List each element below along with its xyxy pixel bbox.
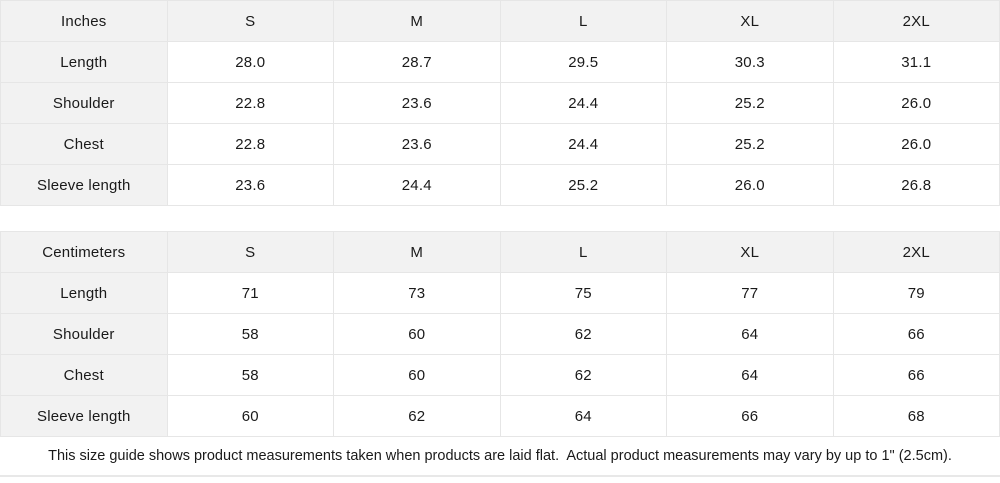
size-guide-note: This size guide shows product measuremen…: [0, 437, 1000, 477]
cell-sleeve-l: 25.2: [499, 164, 667, 206]
row-label-shoulder: Shoulder: [0, 313, 168, 355]
cell-sleeve-l: 64: [499, 395, 667, 437]
cell-length-s: 71: [166, 272, 334, 314]
column-header-l: L: [499, 231, 667, 273]
column-header-s: S: [166, 0, 334, 42]
table-spacer: [0, 206, 1000, 231]
cell-chest-l: 62: [499, 354, 667, 396]
cell-chest-xl: 64: [666, 354, 834, 396]
cell-shoulder-xl: 64: [666, 313, 834, 355]
cell-shoulder-xl: 25.2: [666, 82, 834, 124]
cell-chest-m: 60: [333, 354, 501, 396]
cell-chest-m: 23.6: [333, 123, 501, 165]
table-row-shoulder: Shoulder 58 60 62 64 66: [0, 313, 1000, 355]
column-header-m: M: [333, 0, 501, 42]
size-table-inches: Inches S M L XL 2XL Length 28.0 28.7 29.…: [0, 0, 1000, 206]
cell-sleeve-m: 24.4: [333, 164, 501, 206]
centimeters-header-row: Centimeters S M L XL 2XL: [0, 231, 1000, 273]
cell-length-2xl: 79: [832, 272, 1000, 314]
row-label-shoulder: Shoulder: [0, 82, 168, 124]
cell-sleeve-s: 23.6: [166, 164, 334, 206]
cell-length-s: 28.0: [166, 41, 334, 83]
column-header-l: L: [499, 0, 667, 42]
cell-sleeve-2xl: 26.8: [832, 164, 1000, 206]
cell-chest-xl: 25.2: [666, 123, 834, 165]
column-header-xl: XL: [666, 0, 834, 42]
cell-chest-l: 24.4: [499, 123, 667, 165]
table-row-shoulder: Shoulder 22.8 23.6 24.4 25.2 26.0: [0, 82, 1000, 124]
column-header-m: M: [333, 231, 501, 273]
table-row-sleeve-length: Sleeve length 23.6 24.4 25.2 26.0 26.8: [0, 164, 1000, 206]
table-row-chest: Chest 58 60 62 64 66: [0, 354, 1000, 396]
table-row-length: Length 28.0 28.7 29.5 30.3 31.1: [0, 41, 1000, 83]
cell-chest-2xl: 26.0: [832, 123, 1000, 165]
cell-sleeve-xl: 26.0: [666, 164, 834, 206]
row-label-sleeve-length: Sleeve length: [0, 395, 168, 437]
cell-shoulder-l: 24.4: [499, 82, 667, 124]
cell-shoulder-l: 62: [499, 313, 667, 355]
column-header-s: S: [166, 231, 334, 273]
cell-length-m: 28.7: [333, 41, 501, 83]
inches-header-row: Inches S M L XL 2XL: [0, 0, 1000, 42]
row-label-chest: Chest: [0, 354, 168, 396]
cell-shoulder-s: 22.8: [166, 82, 334, 124]
column-header-2xl: 2XL: [832, 231, 1000, 273]
unit-header-centimeters: Centimeters: [0, 231, 168, 273]
cell-sleeve-2xl: 68: [832, 395, 1000, 437]
column-header-xl: XL: [666, 231, 834, 273]
cell-chest-s: 22.8: [166, 123, 334, 165]
cell-shoulder-2xl: 26.0: [832, 82, 1000, 124]
cell-length-xl: 30.3: [666, 41, 834, 83]
cell-chest-2xl: 66: [832, 354, 1000, 396]
table-row-length: Length 71 73 75 77 79: [0, 272, 1000, 314]
row-label-length: Length: [0, 272, 168, 314]
cell-shoulder-m: 23.6: [333, 82, 501, 124]
size-table-centimeters: Centimeters S M L XL 2XL Length 71 73 75…: [0, 231, 1000, 437]
unit-header-inches: Inches: [0, 0, 168, 42]
cell-shoulder-2xl: 66: [832, 313, 1000, 355]
cell-sleeve-s: 60: [166, 395, 334, 437]
column-header-2xl: 2XL: [832, 0, 1000, 42]
cell-shoulder-s: 58: [166, 313, 334, 355]
cell-shoulder-m: 60: [333, 313, 501, 355]
cell-sleeve-xl: 66: [666, 395, 834, 437]
cell-length-xl: 77: [666, 272, 834, 314]
cell-sleeve-m: 62: [333, 395, 501, 437]
cell-length-2xl: 31.1: [832, 41, 1000, 83]
row-label-sleeve-length: Sleeve length: [0, 164, 168, 206]
table-row-chest: Chest 22.8 23.6 24.4 25.2 26.0: [0, 123, 1000, 165]
table-row-sleeve-length: Sleeve length 60 62 64 66 68: [0, 395, 1000, 437]
cell-length-l: 29.5: [499, 41, 667, 83]
cell-length-l: 75: [499, 272, 667, 314]
cell-chest-s: 58: [166, 354, 334, 396]
row-label-length: Length: [0, 41, 168, 83]
row-label-chest: Chest: [0, 123, 168, 165]
cell-length-m: 73: [333, 272, 501, 314]
